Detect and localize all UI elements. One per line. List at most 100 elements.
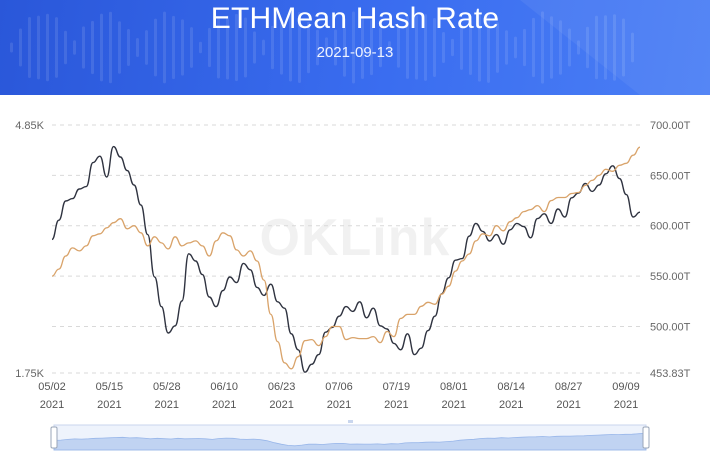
wave-bar bbox=[568, 28, 571, 67]
wave-bar bbox=[280, 20, 283, 75]
x-tick-date: 05/15 bbox=[96, 381, 124, 393]
left-axis-labels: 4.85K 1.75K bbox=[15, 120, 44, 380]
wave-bar bbox=[136, 38, 139, 57]
wave-bar bbox=[352, 11, 355, 84]
wave-bar bbox=[343, 18, 346, 77]
wave-bar bbox=[370, 19, 373, 76]
wave-bar bbox=[307, 21, 310, 74]
x-axis-labels: 05/02 2021 05/15 2021 05/28 2021 06/10 2021 06/2… bbox=[38, 381, 640, 411]
x-tick-date: 07/19 bbox=[383, 381, 411, 393]
x-tick-date: 05/02 bbox=[38, 381, 66, 393]
wave-bar bbox=[145, 30, 148, 65]
wave-bar bbox=[226, 15, 229, 80]
x-tick-date: 09/09 bbox=[612, 381, 640, 393]
x-tick-date: 05/28 bbox=[153, 381, 181, 393]
wave-bar bbox=[208, 27, 211, 68]
wave-bar bbox=[73, 40, 76, 55]
left-tick-label: 1.75K bbox=[15, 368, 44, 380]
hash-rate-chart[interactable]: 4.85K 1.75K 700.00T 650.00T 600.00T 550.00T 5… bbox=[0, 95, 710, 458]
wave-bar bbox=[415, 15, 418, 80]
x-tick-year: 2021 bbox=[155, 399, 179, 411]
wave-bar bbox=[181, 19, 184, 76]
wave-bar bbox=[478, 13, 481, 82]
wave-bar bbox=[127, 28, 130, 67]
grid-lines bbox=[52, 124, 640, 374]
wave-bar bbox=[154, 18, 157, 77]
right-tick-label: 600.00T bbox=[650, 221, 691, 233]
wave-bar bbox=[388, 41, 391, 54]
x-tick-date: 08/27 bbox=[555, 381, 583, 393]
wave-bar bbox=[460, 25, 463, 70]
wave-bar bbox=[163, 11, 166, 84]
wave-bar bbox=[289, 13, 292, 82]
left-tick-label: 4.85K bbox=[15, 120, 44, 132]
wave-bar bbox=[172, 15, 175, 80]
series-line-hashrate bbox=[51, 146, 641, 370]
wave-bar bbox=[244, 17, 247, 78]
wave-bar bbox=[433, 18, 436, 77]
wave-bar bbox=[514, 36, 517, 59]
wave-bar bbox=[604, 15, 607, 80]
wave-bar bbox=[577, 40, 580, 55]
wave-bar bbox=[397, 27, 400, 68]
wave-bar bbox=[37, 15, 40, 80]
wave-bar bbox=[334, 29, 337, 66]
x-tick-date: 06/23 bbox=[268, 381, 296, 393]
wave-bar bbox=[19, 28, 22, 67]
wave-bar bbox=[424, 14, 427, 81]
wave-bar bbox=[361, 16, 364, 79]
watermark-text: OKLink bbox=[259, 209, 451, 267]
wave-bar bbox=[64, 30, 67, 65]
wave-bar bbox=[217, 16, 220, 79]
right-tick-label: 453.83T bbox=[650, 368, 691, 380]
wave-bar bbox=[298, 11, 301, 84]
wave-bar bbox=[451, 38, 454, 57]
wave-bar bbox=[550, 16, 553, 79]
wave-bar bbox=[631, 32, 634, 63]
x-tick-year: 2021 bbox=[556, 399, 580, 411]
wave-bar bbox=[325, 37, 328, 58]
wave-bar bbox=[406, 16, 409, 79]
series-line-difficulty bbox=[51, 145, 641, 373]
wave-bar bbox=[316, 29, 319, 66]
chart-header: ETHMean Hash Rate 2021-09-13 bbox=[0, 0, 710, 95]
wave-bar bbox=[262, 39, 265, 56]
wave-bar bbox=[190, 27, 193, 68]
wave-bar bbox=[199, 41, 202, 54]
x-tick-date: 07/06 bbox=[325, 381, 353, 393]
report-date: 2021-09-13 bbox=[316, 44, 394, 61]
x-tick-year: 2021 bbox=[40, 399, 64, 411]
right-axis-labels: 700.00T 650.00T 600.00T 550.00T 500.00T 453.8… bbox=[650, 120, 691, 380]
x-tick-year: 2021 bbox=[442, 399, 466, 411]
page-title: ETHMean Hash Rate bbox=[210, 2, 500, 35]
wave-bar bbox=[46, 13, 49, 82]
wave-bar bbox=[10, 42, 13, 53]
slider-right-handle[interactable] bbox=[642, 426, 650, 449]
wave-bar bbox=[523, 28, 526, 67]
x-tick-date: 08/01 bbox=[440, 381, 468, 393]
x-tick-date: 08/14 bbox=[497, 381, 525, 393]
slider-left-handle[interactable] bbox=[50, 426, 58, 449]
wave-bar bbox=[271, 25, 274, 70]
x-tick-year: 2021 bbox=[269, 399, 293, 411]
wave-bar bbox=[613, 14, 616, 81]
x-tick-year: 2021 bbox=[384, 399, 408, 411]
slider-preview-area bbox=[53, 432, 647, 451]
wave-bar bbox=[532, 17, 535, 78]
range-slider[interactable] bbox=[50, 420, 650, 451]
right-tick-label: 550.00T bbox=[650, 271, 691, 283]
wave-bar bbox=[487, 12, 490, 83]
wave-bar bbox=[82, 26, 85, 69]
series-lines bbox=[51, 145, 641, 373]
right-tick-label: 500.00T bbox=[650, 321, 691, 333]
wave-bar bbox=[235, 13, 238, 82]
wave-bar bbox=[469, 19, 472, 76]
wave-bar bbox=[91, 20, 94, 75]
wave-bar bbox=[100, 13, 103, 82]
wave-bar bbox=[109, 11, 112, 84]
wave-bar bbox=[586, 26, 589, 69]
wave-bar bbox=[541, 11, 544, 84]
wave-bar bbox=[118, 21, 121, 74]
slider-top-grip bbox=[348, 420, 353, 423]
wave-bar bbox=[559, 20, 562, 75]
